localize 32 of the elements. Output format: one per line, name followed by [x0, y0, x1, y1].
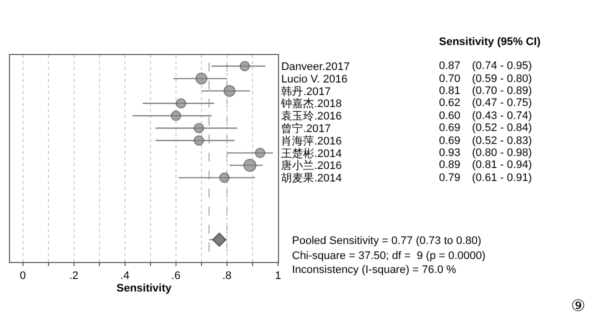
data-label: 0.69 (0.52 - 0.84) [439, 122, 532, 134]
y-tick-label: Lucio V. 2016 [281, 73, 348, 86]
x-tick-label: .2 [69, 270, 78, 282]
data-label: 0.62 (0.47 - 0.75) [439, 97, 532, 109]
data-label: 0.60 (0.43 - 0.74) [439, 110, 532, 122]
y-tick-label: 唐小兰.2016 [281, 159, 342, 172]
y-tick-label: 肖海萍.2016 [281, 134, 342, 148]
data-label: 0.93 (0.80 - 0.98) [439, 147, 532, 159]
y-tick-label: 袁玉玲.2016 [281, 110, 342, 123]
text: Pooled Sensitivity = 0.77 (0.73 to 0.80) [292, 235, 482, 247]
y-tick-label: 胡麦果.2014 [281, 172, 342, 185]
text: Inconsistency (I-square) = 76.0 % [292, 264, 456, 276]
data-label: 0.69 (0.52 - 0.83) [439, 135, 532, 147]
x-tick-label: 0 [20, 270, 26, 282]
data-label: 0.70 (0.59 - 0.80) [439, 73, 532, 85]
y-tick-label: 曾宁.2017 [281, 122, 331, 135]
text: Sensitivity (95% CI) [439, 36, 541, 48]
y-tick-label: Danveer.2017 [281, 61, 350, 74]
x-tick-label: 1 [274, 270, 282, 282]
text: ⑨ [571, 298, 586, 315]
x-tick-label: .8 [222, 270, 232, 282]
data-label: 0.87 (0.74 - 0.95) [439, 60, 532, 72]
y-tick-label: 钟嘉杰.2018 [280, 97, 342, 110]
y-tick-label: 王楚彬.2014 [281, 146, 342, 160]
x-axis-title: Sensitivity [116, 282, 172, 294]
y-tick-label: 韩丹.2017 [281, 84, 331, 98]
text: Chi-square = 37.50; df = 9 (p = 0.0000) [292, 250, 486, 262]
x-tick-label: .6 [171, 270, 180, 282]
x-tick-label: .4 [120, 270, 130, 282]
data-label: 0.81 (0.70 - 0.89) [439, 85, 532, 97]
data-label: 0.79 (0.61 - 0.91) [439, 172, 532, 184]
data-label: 0.89 (0.81 - 0.94) [439, 159, 532, 171]
